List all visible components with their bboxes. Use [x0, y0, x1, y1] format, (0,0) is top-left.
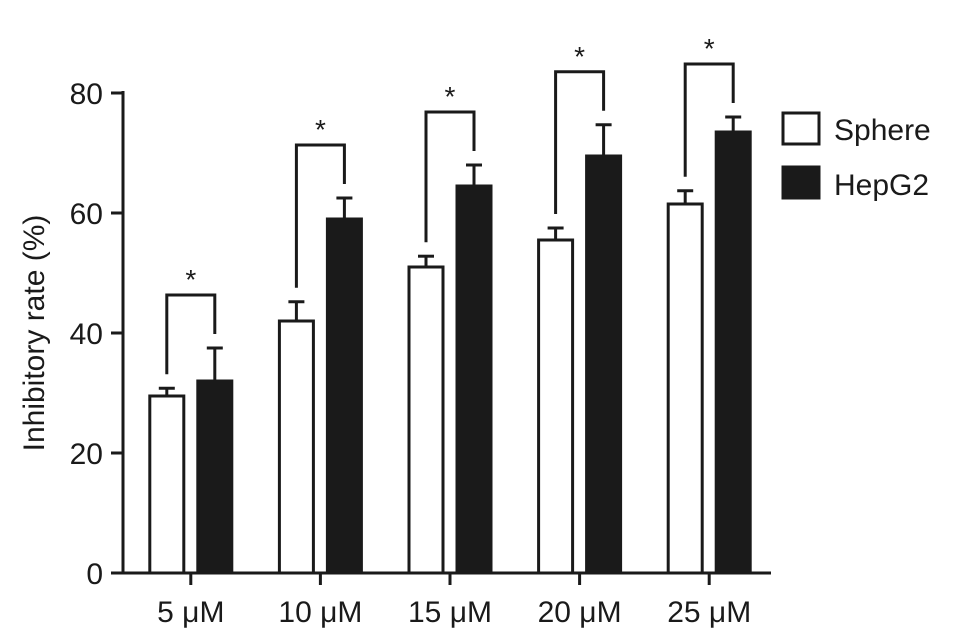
significance-bracket — [683, 62, 735, 177]
legend-swatch-hepg2 — [781, 165, 821, 200]
bar-hepg2 — [714, 130, 752, 575]
bar-hepg2 — [585, 154, 623, 575]
significance-bracket — [554, 70, 606, 214]
significance-marker: * — [574, 41, 585, 72]
x-tick-label: 15 μM — [408, 596, 492, 629]
bar-sphere — [148, 394, 186, 575]
bar-hepg2 — [196, 379, 234, 575]
y-tick-label: 60 — [70, 198, 103, 231]
bar-sphere — [277, 319, 315, 575]
plot-area: 0 20 40 60 80 5 μM * 10 μM * 15 μM * 20 μM * 25 μM * — [70, 33, 771, 629]
y-tick-label: 0 — [86, 558, 103, 591]
significance-marker: * — [445, 81, 456, 112]
significance-marker: * — [704, 33, 715, 64]
legend-label-hepg2: HepG2 — [834, 169, 929, 202]
y-tick-label: 20 — [70, 438, 103, 471]
bar-sphere — [666, 202, 704, 575]
significance-bracket — [165, 293, 217, 375]
y-tick-label: 80 — [70, 78, 103, 111]
significance-bracket — [294, 143, 346, 288]
x-tick-label: 10 μM — [278, 596, 362, 629]
bar-sphere — [537, 238, 575, 575]
bar-hepg2 — [325, 217, 363, 575]
significance-marker: * — [185, 264, 196, 295]
x-tick-label: 20 μM — [538, 596, 622, 629]
x-tick-label: 25 μM — [667, 596, 751, 629]
legend-label-sphere: Sphere — [834, 114, 931, 147]
legend: Sphere HepG2 — [781, 111, 931, 202]
y-axis-label: Inhibitory rate (%) — [18, 215, 51, 452]
bar-sphere — [407, 265, 445, 575]
significance-marker: * — [315, 114, 326, 145]
legend-swatch-sphere — [781, 111, 821, 146]
bar-hepg2 — [455, 184, 493, 575]
y-tick-label: 40 — [70, 318, 103, 351]
x-tick-label: 5 μM — [157, 596, 224, 629]
significance-bracket — [424, 110, 476, 243]
